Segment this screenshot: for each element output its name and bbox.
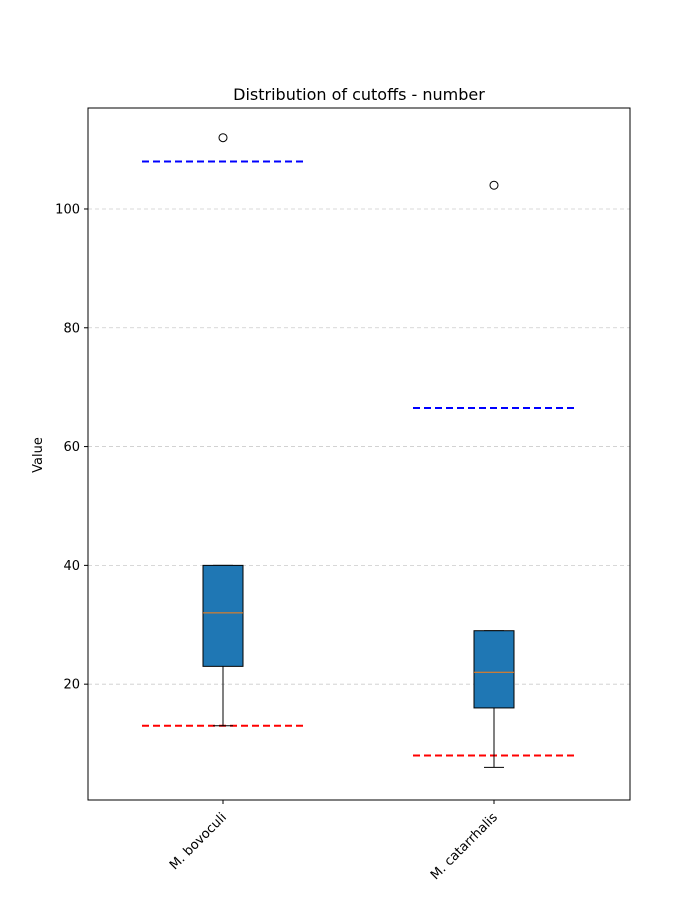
axis-layer: 20 40 60 80 100 M. bovoculi M. catarrhalis [55, 202, 501, 883]
box [473, 630, 515, 709]
x-tick-label: M. bovoculi [167, 810, 230, 873]
outlier-point [218, 133, 228, 143]
grid-layer [88, 208, 630, 685]
y-tick-label: 60 [63, 440, 80, 455]
y-tick-label: 40 [63, 559, 80, 574]
y-axis-label: Value [31, 437, 46, 473]
x-tick-label: M. catarrhalis [428, 810, 501, 883]
chart-title: Distribution of cutoffs - number [233, 85, 485, 104]
box [202, 564, 244, 667]
box-group [413, 180, 575, 768]
box-group [142, 133, 304, 727]
outlier-point [489, 180, 499, 190]
plot-frame [87, 107, 631, 801]
y-tick-label: 80 [63, 321, 80, 336]
y-tick-label: 20 [63, 678, 80, 693]
mark-layer [142, 133, 575, 768]
y-tick-label: 100 [55, 202, 80, 217]
